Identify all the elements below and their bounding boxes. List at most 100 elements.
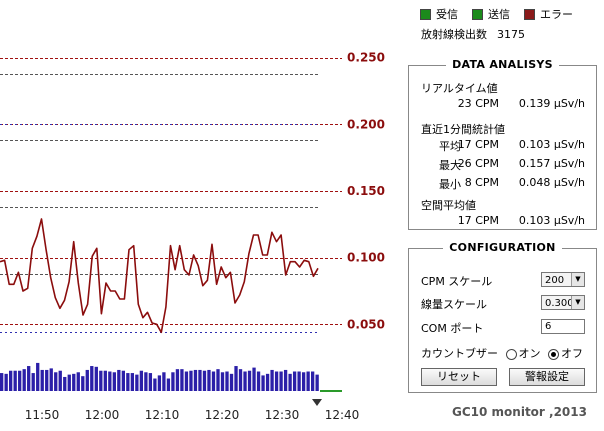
stats-row: 最大 26 CPM 0.157 µSv/h [409,157,585,172]
cpm-bar [63,376,67,391]
cpm-bar [45,369,49,391]
cpm-bar [157,375,162,391]
buzzer-on-label[interactable]: オン [518,347,541,360]
cpm-bar [220,372,225,391]
cpm-bar [193,369,198,391]
receive-indicator-icon [420,8,431,20]
buzzer-row: カウントブザー オン オフ [421,345,583,361]
space-usv: 0.103 µSv/h [519,214,585,227]
space-usv-value: 0.103 [518,214,551,227]
stats-row-label: 最大 [439,159,461,172]
dose-tick-label: 0.200 [347,117,385,131]
cpm-bar [202,370,207,391]
chevron-down-icon: ▼ [571,296,584,309]
cpm-bar [175,369,180,391]
cpm-bar [153,378,157,391]
space-cpm: 17 CPM [458,214,499,227]
time-tick-label: 12:40 [325,408,360,422]
cpm-bar [144,372,148,391]
buzzer-off-label[interactable]: オフ [561,347,583,360]
realtime-label: リアルタイム値 [421,82,498,95]
time-tick-label: 12:10 [145,408,180,422]
cpm-bar [81,376,85,391]
dose-tick-label: 0.100 [347,251,385,265]
cpm-bar [9,370,13,391]
cpm-bar [135,374,139,391]
cpm-scale-select[interactable]: 200 ▼ [541,272,585,287]
reset-button[interactable]: リセット [421,368,497,386]
usv-unit: µSv/h [553,214,585,227]
data-analysis-title: DATA ANALISYS [446,58,559,71]
legend-send: 送信 [472,6,510,22]
cpm-bar [31,373,35,391]
cpm-bar [126,373,130,391]
cpm-bar [148,373,153,391]
cpm-bar [238,369,243,391]
cpm-bar [58,370,62,391]
legend-label: 受信 [436,8,458,21]
realtime-usv: 0.139 µSv/h [519,97,585,110]
realtime-cpm: 23 CPM [458,97,499,110]
buzzer-on-radio[interactable] [505,348,517,360]
realtime-cpm-value: 23 [457,97,472,110]
dose-scale-label: 線量スケール [421,298,487,311]
cpm-bar [216,369,220,391]
data-analysis-panel: DATA ANALISYS リアルタイム値 23 CPM 0.139 µSv/h… [408,58,597,230]
dose-scale-select[interactable]: 0.300 ▼ [541,295,585,310]
cpm-bar [54,372,58,391]
cpm-bar [4,373,8,391]
cpm-bar [207,369,211,391]
cpm-bar [310,371,315,391]
buzzer-label: カウントブザー [421,347,498,360]
space-label: 空間平均値 [421,199,476,212]
legend-receive: 受信 [420,6,458,22]
cpm-bar [99,370,103,391]
cpm-bar [279,371,283,391]
stats-label: 直近1分間統計値 [421,123,505,136]
time-tick-label: 11:50 [25,408,60,422]
detection-count-label: 放射線検出数 [421,28,487,41]
legend-error: エラー [524,6,573,22]
cpm-bar [112,372,116,391]
time-tick-label: 12:20 [205,408,240,422]
cpm-bar [243,371,247,391]
cpm-unit: CPM [475,214,499,227]
time-tick-label: 12:30 [265,408,300,422]
cpm-bar [49,368,53,391]
cpm-bar [40,369,44,391]
buzzer-off-radio[interactable] [548,348,559,360]
realtime-usv-value: 0.139 [518,97,551,110]
cpm-scale-label: CPM スケール [421,275,493,288]
cpm-bar [256,371,261,391]
cpm-bar [27,366,31,391]
usv-unit: µSv/h [553,97,585,110]
cpm-bar [18,370,22,391]
cpm-bar [36,362,40,391]
com-port-input[interactable]: 6 [541,319,585,334]
dose-axis-ticks: 0.250 0.200 0.150 0.100 0.050 [347,51,385,332]
stats-row-usv: 0.157 µSv/h [518,157,585,170]
cpm-bar [211,371,216,391]
stats-row-cpm: 17 CPM [457,138,499,151]
stats-row-cpm: 26 CPM [457,157,499,170]
chart-gridlines [0,58,342,333]
alarm-settings-button[interactable]: 警報設定 [509,368,585,386]
cpm-bar [108,371,112,391]
configuration-title: CONFIGURATION [443,241,562,254]
cpm-bar [90,366,94,391]
dose-series-line [0,218,319,334]
cpm-bar [288,373,292,391]
cpm-bar [184,371,189,391]
cpm-bar [261,375,265,391]
cpm-bar [180,369,184,391]
time-axis-ticks: 11:50 12:00 12:10 12:20 12:30 12:40 [25,408,360,422]
cpm-bar [198,369,202,391]
cpm-bar [225,371,229,391]
cpm-bar [292,371,297,391]
cpm-bar [121,370,125,391]
stats-row-cpm: 8 CPM [464,176,499,189]
status-legend: 受信 送信 エラー [420,6,604,22]
cpm-bar [301,372,306,391]
stats-row-usv: 0.048 µSv/h [518,176,585,189]
cpm-bar [162,372,166,391]
